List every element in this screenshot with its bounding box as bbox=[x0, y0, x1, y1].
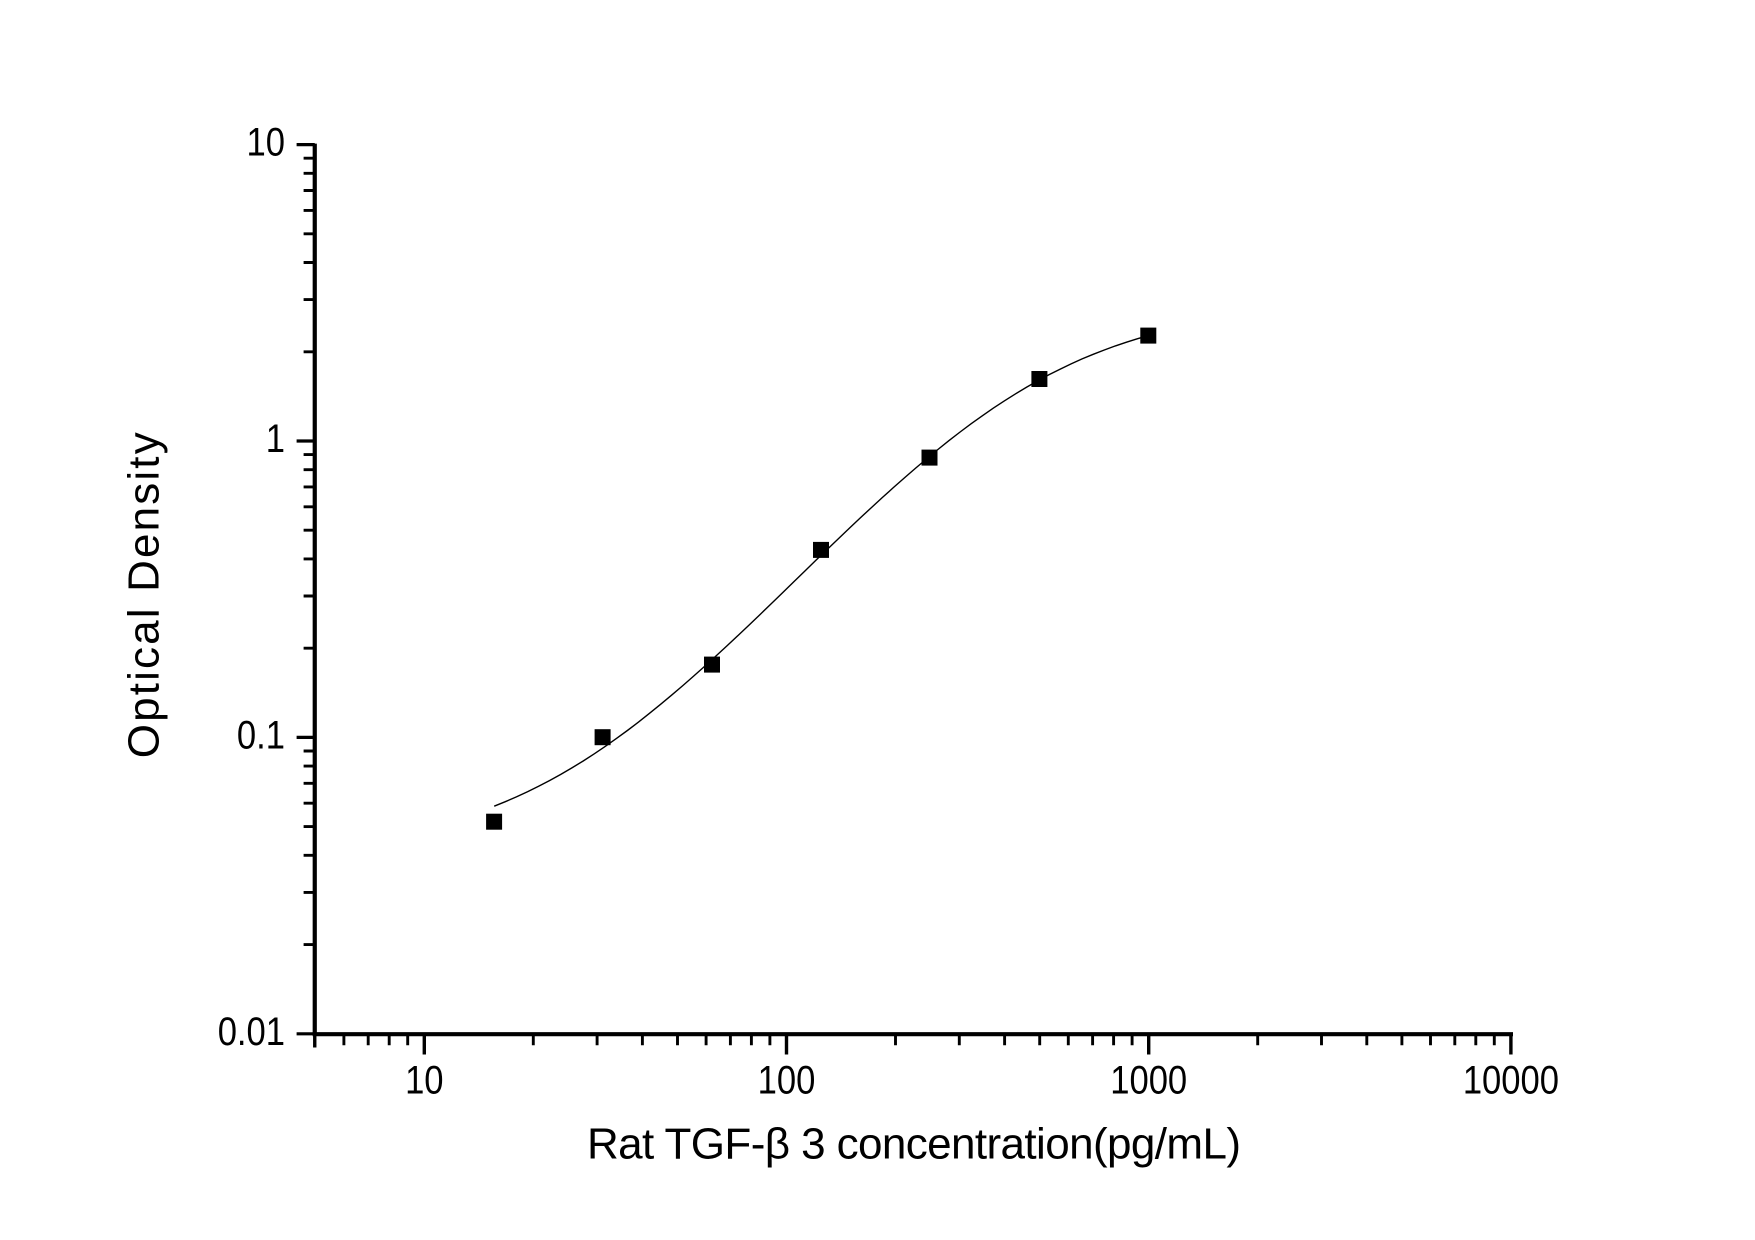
svg-text:1000: 1000 bbox=[1110, 1057, 1187, 1102]
svg-text:Optical Density: Optical Density bbox=[119, 432, 168, 758]
svg-text:100: 100 bbox=[758, 1057, 816, 1102]
svg-text:10: 10 bbox=[405, 1057, 443, 1102]
svg-text:10: 10 bbox=[247, 119, 285, 164]
svg-text:0.1: 0.1 bbox=[237, 712, 285, 757]
svg-text:1: 1 bbox=[266, 416, 285, 461]
svg-text:0.01: 0.01 bbox=[218, 1008, 285, 1053]
svg-text:Rat TGF-β 3 concentration(pg/m: Rat TGF-β 3 concentration(pg/mL) bbox=[587, 1119, 1241, 1168]
svg-text:10000: 10000 bbox=[1463, 1057, 1559, 1102]
